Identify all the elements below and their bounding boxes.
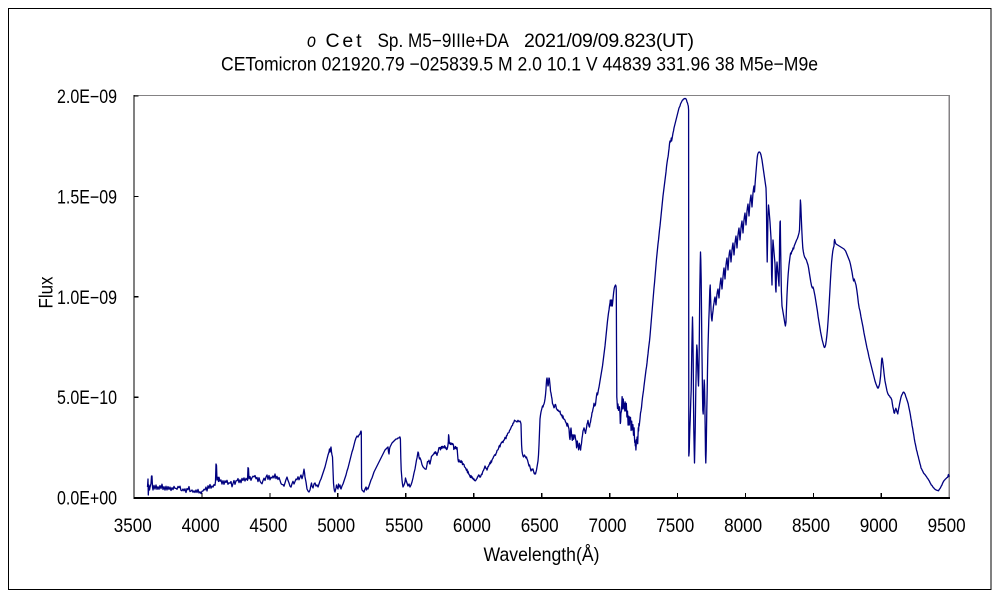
svg-text:8500: 8500 bbox=[792, 515, 830, 537]
svg-text:1.5E−09: 1.5E−09 bbox=[57, 186, 117, 208]
svg-text:5000: 5000 bbox=[317, 515, 355, 537]
svg-text:9000: 9000 bbox=[860, 515, 898, 537]
svg-text:o: o bbox=[307, 30, 316, 52]
svg-text:7000: 7000 bbox=[589, 515, 627, 537]
svg-text:Sp. M5−9IIIe+DA: Sp. M5−9IIIe+DA bbox=[378, 30, 510, 52]
svg-text:Flux: Flux bbox=[36, 276, 58, 308]
svg-text:1.0E−09: 1.0E−09 bbox=[57, 287, 117, 309]
svg-text:CETomicron 021920.79 −025839.5: CETomicron 021920.79 −025839.5 M 2.0 10.… bbox=[221, 54, 818, 76]
svg-text:5.0E−10: 5.0E−10 bbox=[57, 387, 117, 409]
svg-text:9500: 9500 bbox=[928, 515, 966, 537]
svg-text:2.0E−09: 2.0E−09 bbox=[57, 86, 117, 108]
svg-text:8000: 8000 bbox=[724, 515, 762, 537]
svg-text:5500: 5500 bbox=[385, 515, 423, 537]
svg-text:2021/09/09.823(UT): 2021/09/09.823(UT) bbox=[524, 30, 694, 52]
svg-text:0.0E+00: 0.0E+00 bbox=[57, 488, 117, 510]
svg-text:Cet: Cet bbox=[326, 30, 363, 52]
svg-text:4000: 4000 bbox=[182, 515, 220, 537]
svg-text:4500: 4500 bbox=[249, 515, 287, 537]
svg-text:6000: 6000 bbox=[453, 515, 491, 537]
svg-text:6500: 6500 bbox=[521, 515, 559, 537]
svg-text:3500: 3500 bbox=[114, 515, 152, 537]
svg-text:7500: 7500 bbox=[656, 515, 694, 537]
svg-text:Wavelength(Å): Wavelength(Å) bbox=[484, 543, 600, 566]
